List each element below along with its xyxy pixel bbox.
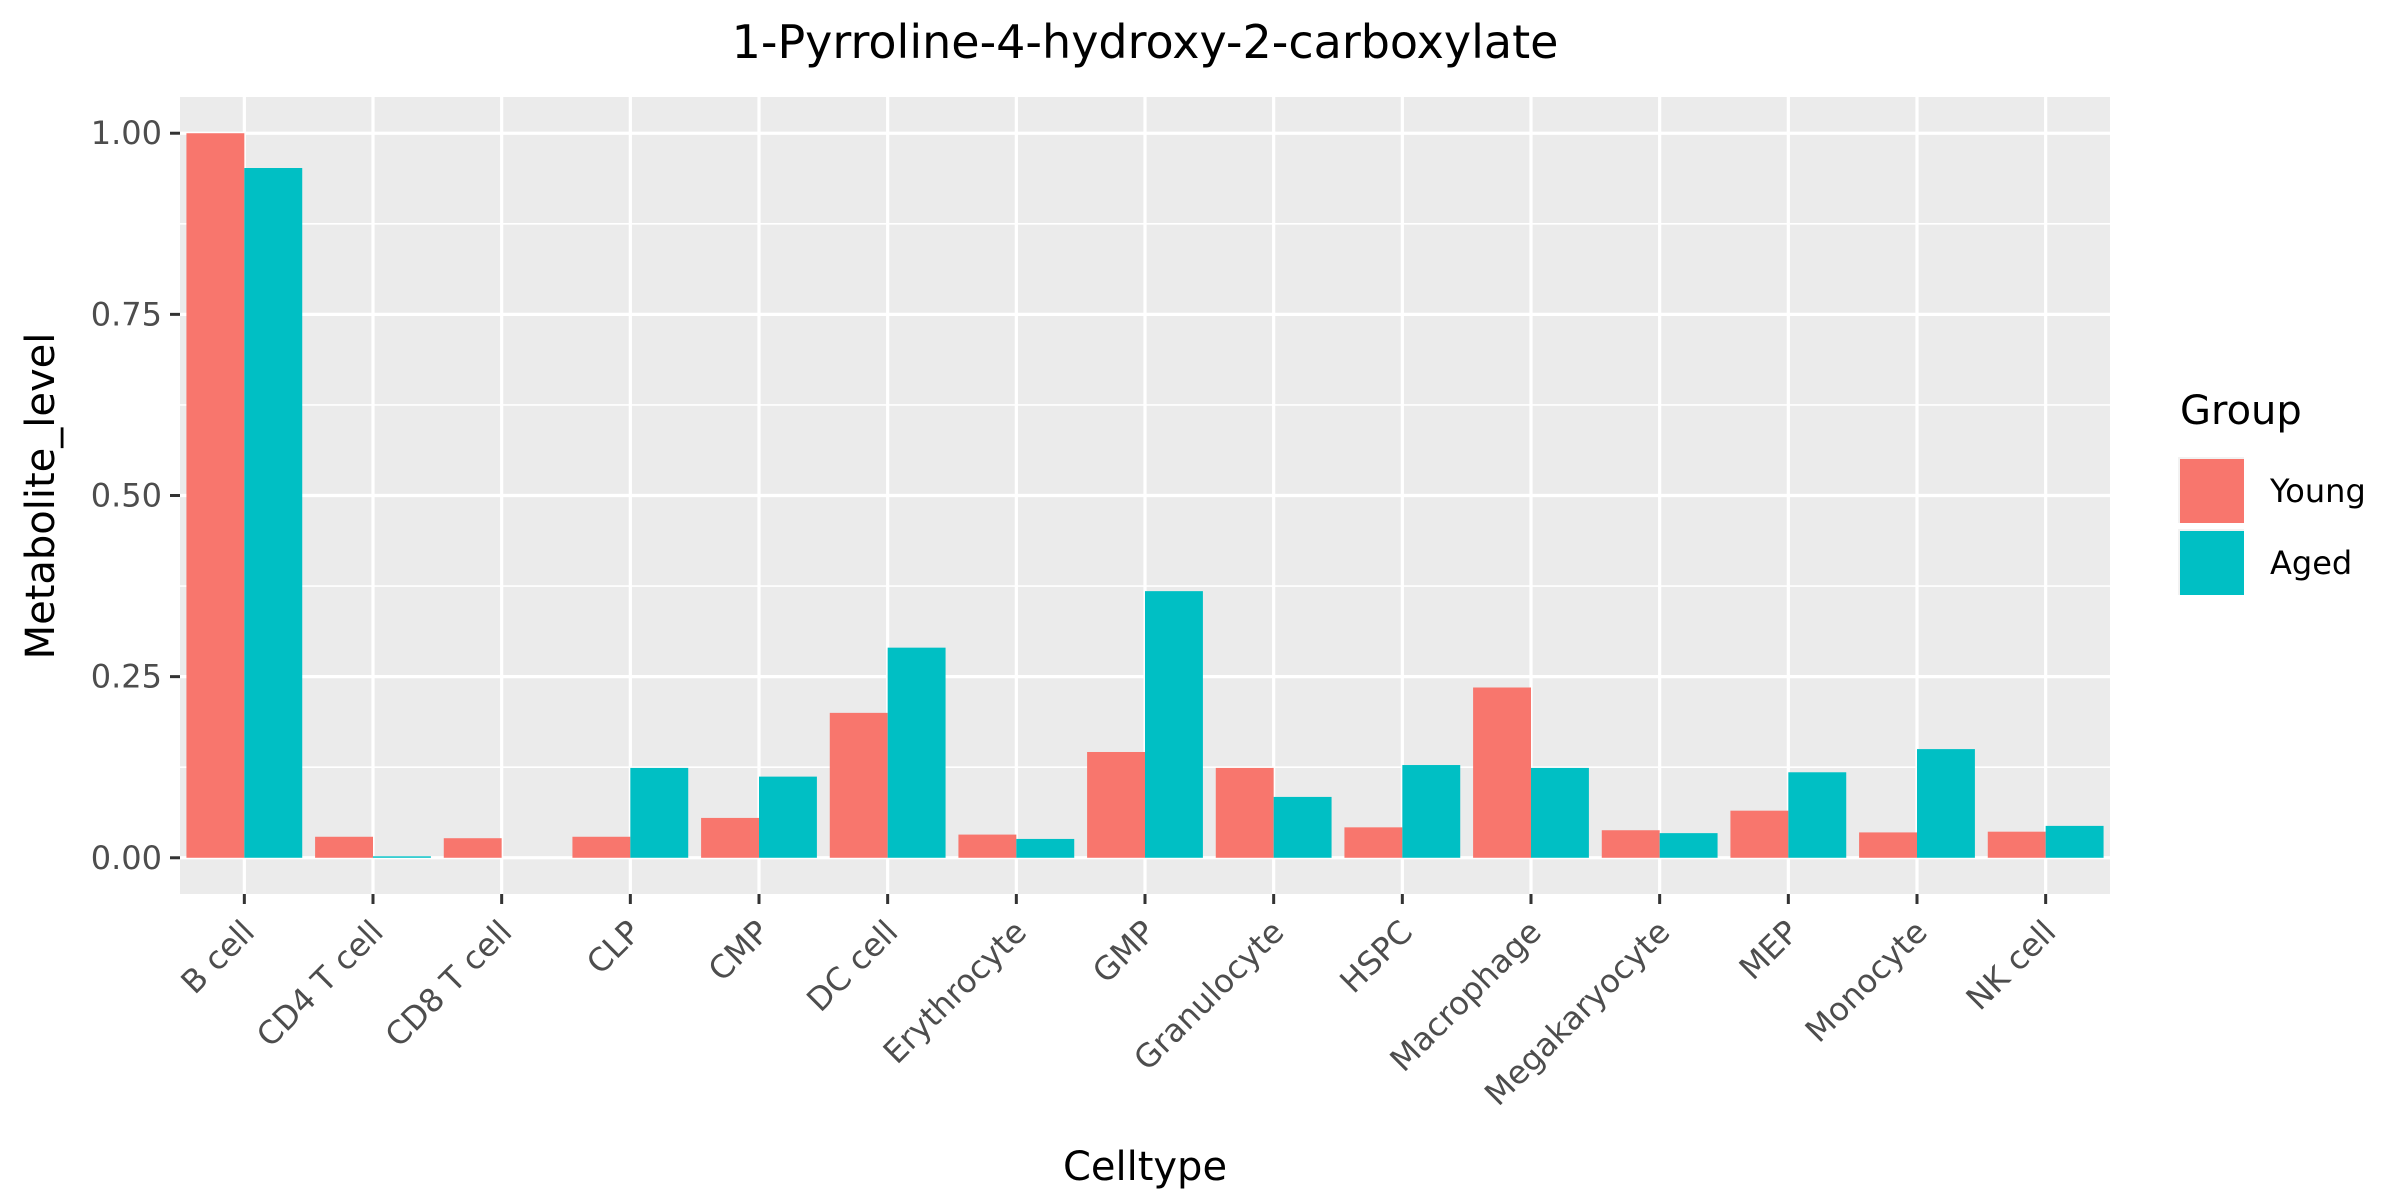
bar-aged — [1531, 767, 1589, 858]
bar-young — [1987, 831, 2046, 858]
bar-young — [958, 834, 1017, 858]
bar-aged — [244, 168, 303, 858]
bar-aged — [1659, 833, 1718, 858]
bar-aged — [1402, 765, 1461, 858]
bars — [186, 133, 2104, 858]
bar-aged — [373, 856, 431, 858]
bar-young — [315, 836, 373, 858]
bar-young — [701, 817, 759, 858]
bar-aged — [1145, 591, 1203, 858]
bar-aged — [1917, 749, 1975, 858]
bar-aged — [887, 647, 946, 858]
bar-young — [1601, 830, 1660, 858]
y-tick-label: 0.75 — [91, 295, 162, 333]
bar-aged — [1273, 796, 1332, 858]
legend-label-young: Young — [2269, 472, 2366, 510]
bar-young — [1215, 767, 1274, 858]
bar-aged — [2045, 825, 2104, 858]
bar-young — [572, 836, 631, 858]
legend-swatch-young — [2180, 459, 2244, 523]
bar-young — [1087, 751, 1145, 858]
chart-title: 1-Pyrroline-4-hydroxy-2-carboxylate — [732, 15, 1559, 69]
bar-aged — [759, 776, 817, 858]
bar-aged — [1788, 772, 1847, 858]
y-tick-label: 0.25 — [91, 658, 162, 696]
bar-aged — [630, 767, 689, 858]
bar-young — [1859, 832, 1917, 858]
legend-label-aged: Aged — [2270, 544, 2352, 582]
bar-aged — [1016, 838, 1075, 858]
legend-swatch-aged — [2180, 531, 2244, 595]
y-tick-label: 0.00 — [91, 839, 162, 877]
legend-items: Young Aged — [2178, 457, 2366, 595]
bar-young — [829, 712, 888, 858]
y-tick-label: 1.00 — [91, 114, 162, 152]
y-tick-label: 0.50 — [91, 477, 162, 515]
legend-title: Group — [2180, 388, 2302, 434]
bar-young — [1730, 810, 1789, 858]
bar-young — [1344, 827, 1403, 858]
y-axis-title: Metabolite_level — [18, 333, 64, 660]
bar-young — [186, 133, 245, 858]
x-axis-title: Celltype — [1063, 1144, 1227, 1190]
legend: Group Young Aged — [2178, 388, 2366, 595]
bar-young — [443, 838, 502, 858]
bar-young — [1473, 687, 1531, 858]
y-axis: 0.00 0.25 0.50 0.75 1.00 — [91, 114, 180, 877]
